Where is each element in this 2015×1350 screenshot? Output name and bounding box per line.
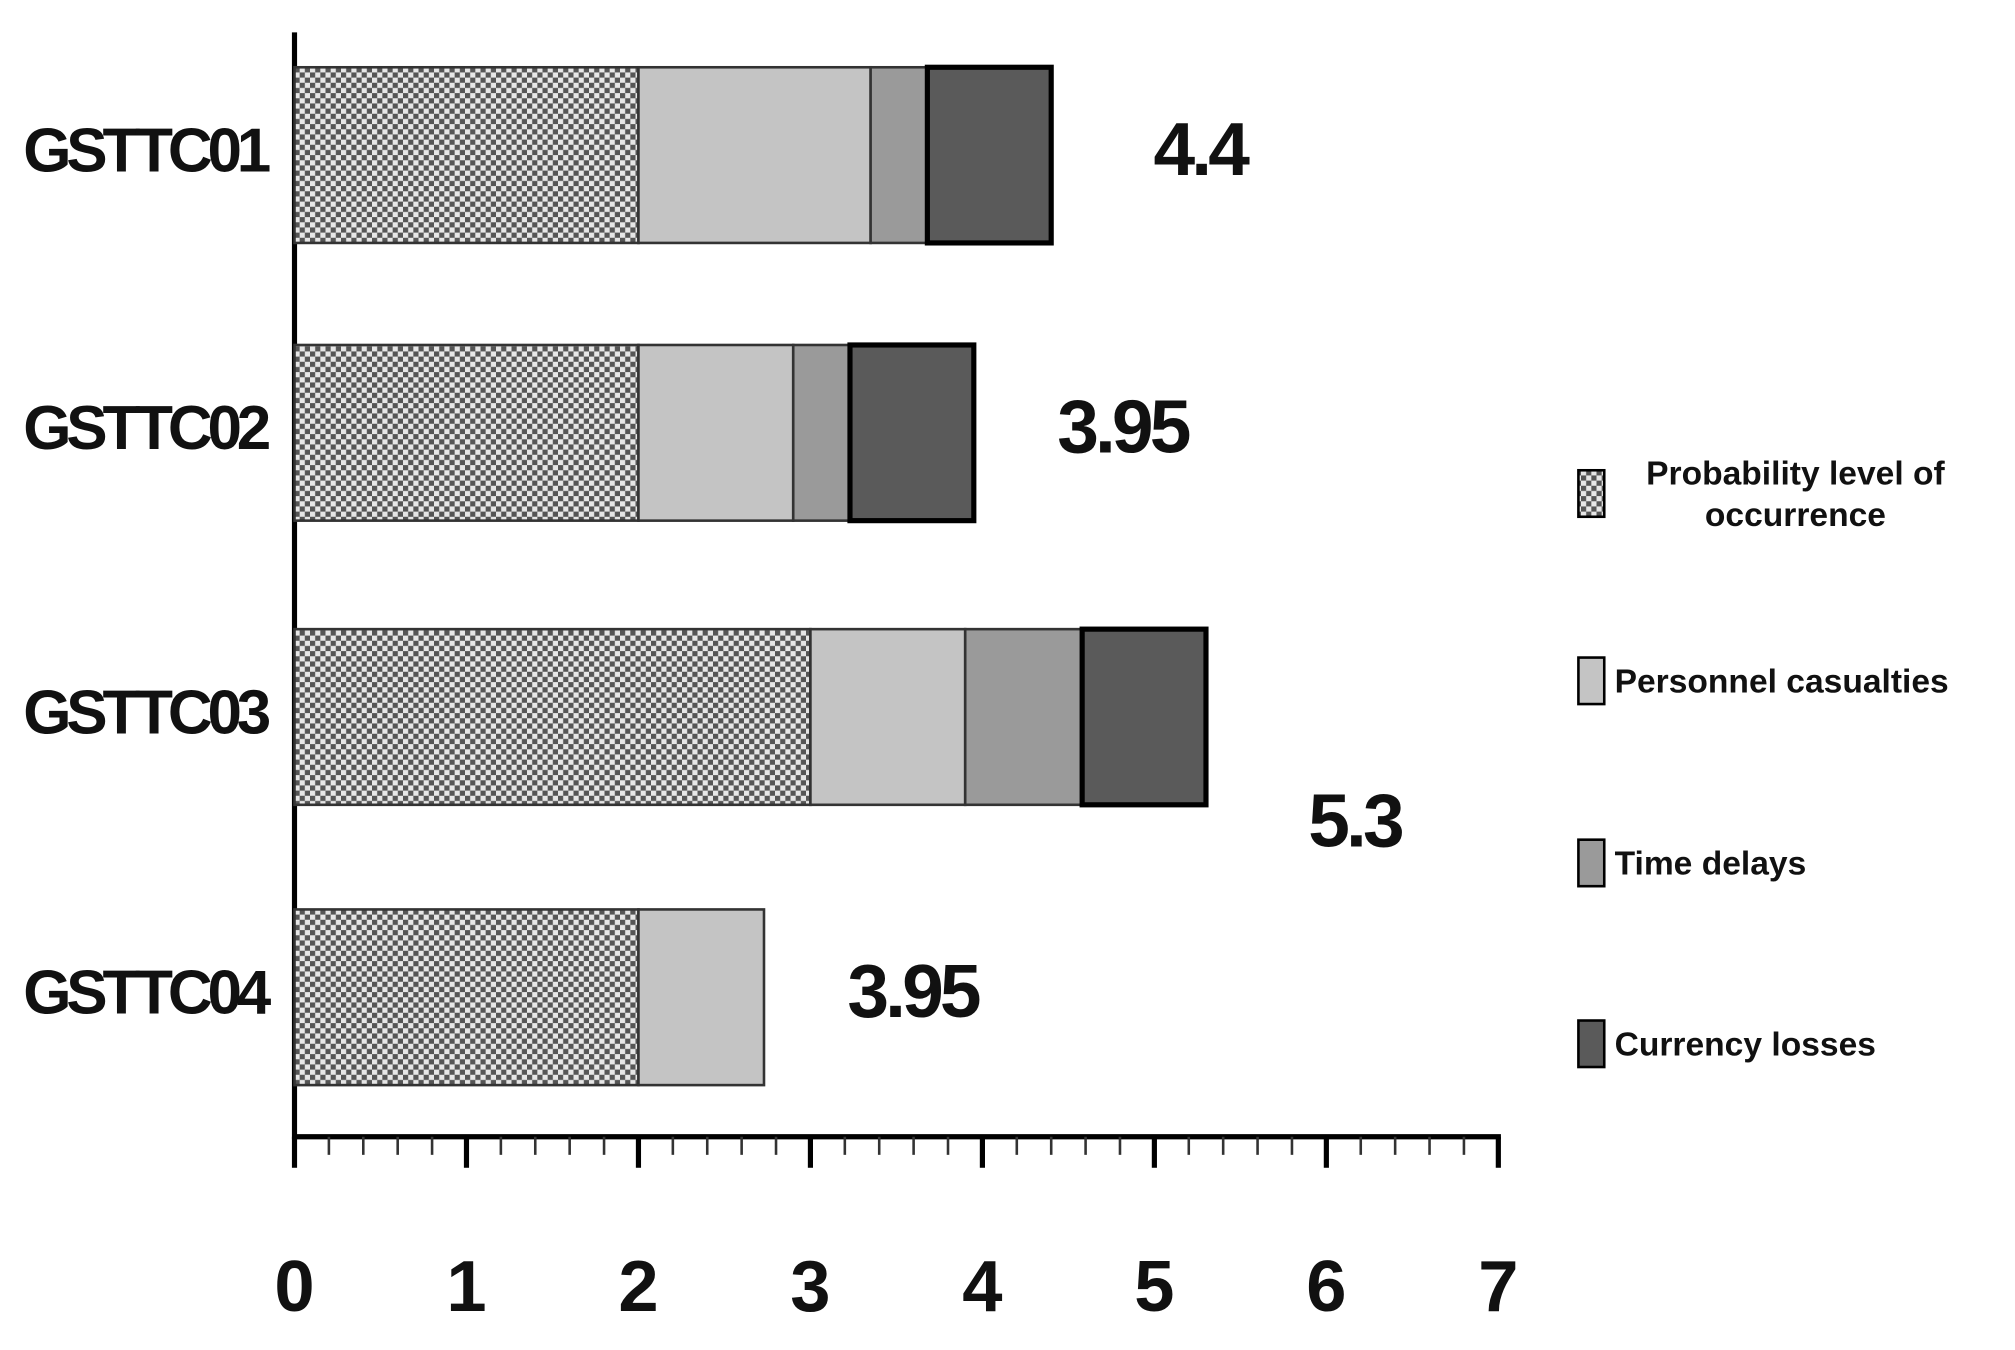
total-label: 3.95: [1057, 385, 1190, 469]
bar-segment: [637, 343, 795, 522]
category-label: GSTTC01: [23, 116, 270, 185]
bar-segment: [293, 343, 640, 522]
x-tick-label: 1: [446, 1247, 486, 1327]
total-label: 5.3: [1308, 779, 1402, 863]
x-tick-label: 6: [1306, 1247, 1346, 1327]
legend-entry: Probability level of occurrence: [1646, 453, 1945, 534]
legend-label: Probability level of occurrence: [1646, 453, 1945, 534]
bar-segment: [293, 908, 640, 1087]
category-label: GSTTC04: [23, 959, 272, 1028]
bar-segment: [869, 65, 929, 245]
x-tick-label: 5: [1134, 1247, 1174, 1327]
legend-swatch: [1577, 656, 1606, 706]
legend-swatch: [1577, 1019, 1606, 1069]
bar-segment: [637, 908, 766, 1087]
category-label: GSTTC03: [23, 678, 270, 747]
bar-segment: [293, 627, 812, 807]
bar-segment: [963, 627, 1084, 807]
x-tick-label: 7: [1478, 1247, 1518, 1327]
total-label: 4.4: [1153, 107, 1250, 191]
legend-label: Currency losses: [1614, 1024, 1876, 1064]
category-label: GSTTC02: [23, 394, 269, 463]
legend-entry: Currency losses: [1614, 1024, 1876, 1064]
x-tick-label: 2: [618, 1247, 658, 1327]
bar-segment: [809, 627, 967, 807]
x-tick-label: 3: [790, 1247, 830, 1327]
bar-segment: [847, 342, 977, 524]
x-tick-label: 0: [274, 1247, 314, 1327]
legend-label: Personnel casualties: [1614, 661, 1949, 701]
bar-segment: [637, 65, 872, 245]
total-label: 3.95: [847, 949, 980, 1033]
legend-entry: Time delays: [1614, 843, 1807, 883]
legend-entry: Personnel casualties: [1614, 661, 1949, 701]
legend-swatch: [1577, 468, 1606, 519]
bar-segment: [924, 64, 1054, 246]
x-tick-label: 4: [962, 1247, 1002, 1327]
legend-label: Time delays: [1614, 843, 1807, 883]
bar-segment: [1079, 626, 1209, 808]
bar-segment: [791, 343, 852, 522]
legend-swatch: [1577, 838, 1606, 888]
bar-segment: [293, 65, 640, 245]
